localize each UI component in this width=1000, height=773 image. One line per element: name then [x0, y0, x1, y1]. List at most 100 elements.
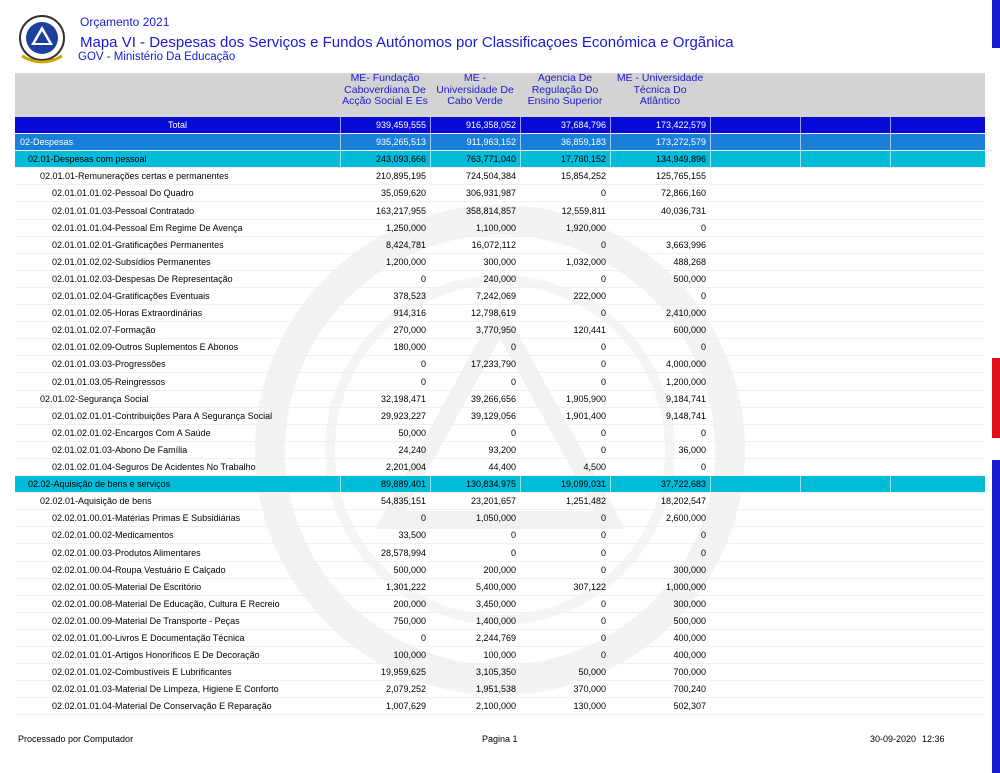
column-header-line: Técnica Do [633, 83, 687, 96]
amount: 173,272,579 [655, 137, 706, 148]
amount: 17,760,152 [560, 154, 606, 165]
column-divider [890, 134, 891, 151]
amount: 16,072,112 [471, 239, 516, 250]
amount: 180,000 [393, 342, 426, 353]
amount: 0 [600, 530, 606, 541]
column-divider [520, 117, 521, 134]
row-label: 02.02.01.00.04-Roupa Vestuário E Calçado [52, 564, 226, 575]
amount: 4,500 [583, 462, 606, 472]
column-divider [800, 134, 801, 151]
column-header-line: Agencia De [537, 73, 593, 84]
column-header-line: ME- Fundação [350, 73, 420, 84]
table-row: 02.01.02.01.01-Contribuições Para A Segu… [15, 408, 985, 425]
row-label: 02.02.01.01.00-Livros E Documentação Téc… [52, 633, 245, 643]
amount: 0 [600, 308, 606, 319]
row-label: 02.01.01.02.01-Gratificações Permanentes [52, 239, 224, 250]
amount: 300,000 [483, 256, 516, 267]
amount: 0 [420, 513, 426, 524]
amount: 200,000 [483, 564, 516, 575]
amount: 500,000 [673, 615, 706, 626]
amount: 0 [700, 222, 706, 233]
amount: 1,905,900 [565, 393, 606, 404]
column-divider [890, 117, 891, 134]
amount: 39,266,656 [470, 393, 516, 404]
edge-bar [992, 0, 1000, 48]
table-row: 02.01.02.01.03-Abono De Família 24,240 93,… [15, 442, 985, 459]
edge-bar [992, 358, 1000, 438]
column-divider [610, 476, 611, 493]
amount: 1,400,000 [475, 615, 516, 626]
amount: 2,244,769 [475, 633, 516, 643]
amount: 0 [420, 359, 426, 370]
amount: 0 [600, 342, 606, 353]
column-divider [520, 151, 521, 168]
amount: 54,835,151 [380, 496, 426, 507]
amount: 400,000 [673, 650, 706, 661]
column-header-line: ME - [463, 73, 487, 84]
row-label: 02.01.01.02.07-Formação [52, 325, 156, 336]
amount: 0 [700, 547, 706, 558]
budget-label: Orçamento 2021 [80, 15, 170, 29]
logo [19, 15, 65, 64]
amount: 914,316 [393, 308, 426, 319]
page-number: Pagina 1 [482, 734, 518, 744]
amount: 0 [600, 615, 606, 626]
amount: 35,059,620 [380, 188, 426, 199]
column-header-line: Universidade De [436, 83, 514, 96]
amount: 724,504,384 [465, 171, 516, 182]
amount: 370,000 [573, 684, 606, 695]
amount: 8,424,781 [385, 239, 426, 250]
column-divider [800, 476, 801, 493]
ministry: GOV - Ministério Da Educação [78, 51, 236, 63]
column-header: ME - Universidade Técnica Do Atlântico [610, 73, 710, 108]
table-row: 02.02.01.00.01-Matérias Primas E Subsidi… [15, 510, 985, 528]
amount: 600,000 [673, 325, 706, 336]
amount: 0 [420, 633, 426, 643]
amount: 12,798,619 [470, 308, 516, 319]
table-row: 02.02.01.00.05-Material De Escritório 1,3… [15, 579, 985, 596]
amount: 7,242,069 [475, 291, 516, 301]
amount: 32,198,471 [380, 393, 426, 404]
amount: 0 [700, 291, 706, 301]
amount: 307,122 [573, 581, 606, 592]
row-label: 02.02.01.01.01-Artigos Honoríficos E De … [52, 650, 260, 661]
amount: 1,951,538 [475, 684, 516, 695]
row-label: 02.02.01.00.02-Medicamentos [52, 530, 174, 541]
amount: 300,000 [673, 598, 706, 609]
amount: 40,036,731 [660, 205, 706, 216]
amount: 240,000 [483, 273, 516, 284]
table-row: 02.01.01.02.03-Despesas De Representação… [15, 271, 985, 288]
table-row: 02.02.01.01.02-Combustíveis E Lubrifican… [15, 664, 985, 682]
amount: 1,301,222 [385, 581, 426, 592]
amount: 0 [510, 530, 516, 541]
amount: 120,441 [573, 325, 606, 336]
amount: 50,000 [398, 427, 426, 438]
row-label: 02.01.01.01.04-Pessoal Em Regime De Aven… [52, 222, 243, 233]
amount: 23,201,657 [470, 496, 516, 507]
row-label: 02.01-Despesas com pessoal [28, 154, 147, 165]
amount: 0 [510, 547, 516, 558]
column-divider [800, 151, 801, 168]
amount: 3,105,350 [475, 667, 516, 678]
amount: 0 [600, 547, 606, 558]
table-row: 02.01.01.01.02-Pessoal Do Quadro 35,059,6… [15, 185, 985, 203]
table-header: ME- Fundação Caboverdiana De Acção Social … [15, 73, 985, 117]
row-label: 02.02.01.00.09-Material De Transporte - … [52, 615, 240, 626]
column-divider [710, 117, 711, 134]
amount: 1,251,482 [565, 496, 606, 507]
amount: 0 [700, 342, 706, 353]
column-divider [340, 134, 341, 151]
column-header-line: Ensino Superior [527, 95, 603, 107]
amount: 378,523 [393, 291, 426, 301]
row-label: 02.01.01.02.03-Despesas De Representação [52, 273, 233, 284]
amount: 1,032,000 [565, 256, 606, 267]
amount: 163,217,955 [375, 205, 426, 216]
amount: 500,000 [393, 564, 426, 575]
row-label: 02.02.01.00.01-Matérias Primas E Subsidi… [52, 513, 241, 524]
amount: 50,000 [578, 667, 606, 678]
amount: 2,201,004 [385, 462, 426, 472]
amount: 72,866,160 [660, 188, 706, 199]
table-row: 02.02.01.01.00-Livros E Documentação Téc… [15, 630, 985, 648]
amount: 502,307 [673, 701, 706, 712]
table-row: Total 939,459,555 916,358,052 37,684,796 173… [15, 117, 985, 135]
